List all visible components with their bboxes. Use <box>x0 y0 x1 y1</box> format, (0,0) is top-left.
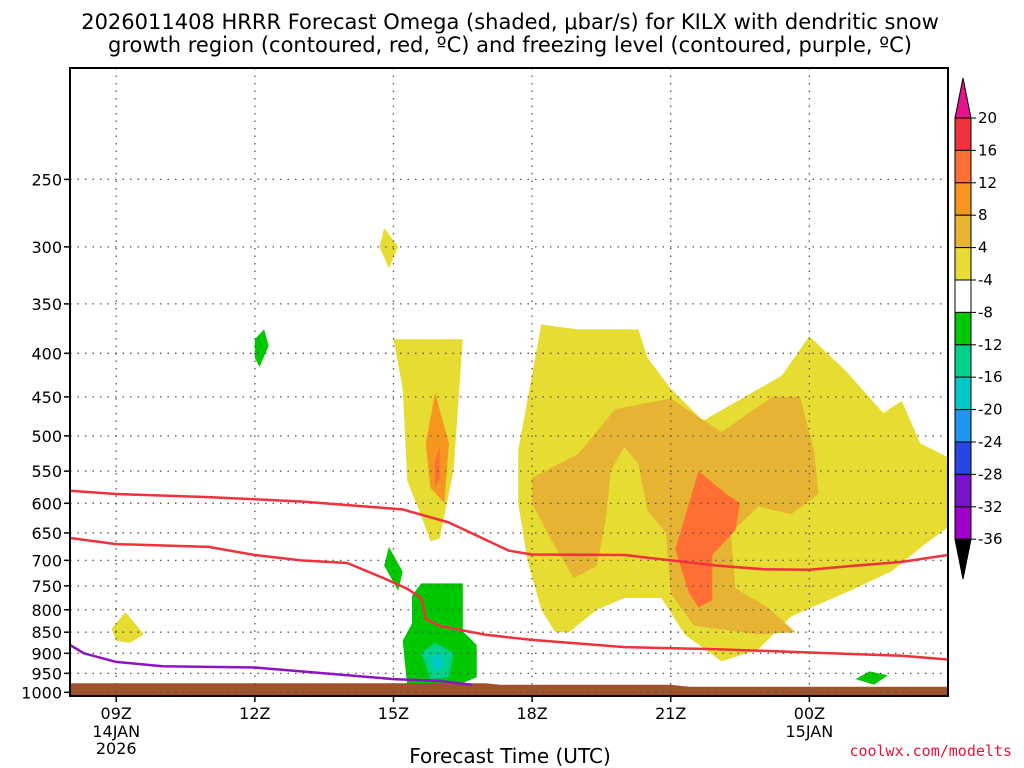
colorbar-swatch-6 <box>954 311 972 346</box>
omega-region-2 <box>111 612 144 643</box>
xtick-label-18Z: 18Z <box>516 704 547 723</box>
colorbar-label-16: 16 <box>978 141 997 159</box>
ytick-label-550: 550 <box>31 462 62 481</box>
ytick-label-950: 950 <box>31 664 62 683</box>
colorbar-bottom-arrow <box>954 538 972 580</box>
colorbar-label-8: 8 <box>978 206 988 224</box>
omega-shading-layer <box>111 227 948 689</box>
omega-region-13 <box>532 396 819 635</box>
ytick-label-600: 600 <box>31 494 62 513</box>
omega-region-3 <box>254 329 269 367</box>
pressure-axis: 250 300 350 400 450 500 550 600 650 700 750 800 850 9… <box>21 170 70 702</box>
plot-frame <box>69 67 949 697</box>
ytick-label-800: 800 <box>31 601 62 620</box>
omega-region-4 <box>384 546 403 591</box>
colorbar-label--36: -36 <box>978 530 1003 548</box>
x-axis-label: Forecast Time (UTC) <box>409 744 611 768</box>
contour-lines-layer <box>70 489 948 687</box>
xtick-label-15Z: 15Z <box>378 704 409 723</box>
ytick-label-500: 500 <box>31 427 62 446</box>
colorbar-label--16: -16 <box>978 368 1003 386</box>
colorbar-label--4: -4 <box>978 271 993 289</box>
ground-surface <box>70 683 948 696</box>
ytick-label-1000: 1000 <box>21 683 62 702</box>
ytick-label-450: 450 <box>31 388 62 407</box>
colorbar-label--12: -12 <box>978 336 1003 354</box>
colorbar-swatch-10 <box>954 441 972 475</box>
xtick-label-21Z: 21Z <box>655 704 686 723</box>
ytick-label-650: 650 <box>31 524 62 543</box>
freezing-level-contour <box>70 643 473 687</box>
omega-region-10 <box>425 392 449 504</box>
chart-title-line-2: growth region (contoured, red, ºC) and f… <box>108 33 912 57</box>
ytick-label-300: 300 <box>31 238 62 257</box>
colorbar-label--24: -24 <box>978 433 1003 451</box>
credit-link[interactable]: coolwx.com/modelts <box>849 742 1012 760</box>
omega-region-5 <box>855 671 888 685</box>
ytick-label-250: 250 <box>31 170 62 189</box>
colorbar-swatch-11 <box>954 473 972 508</box>
colorbar: 20 16 12 8 4 -4 -8 -12 -16 -20 -24 -28 -32 -36 <box>954 77 1003 580</box>
colorbar-label--8: -8 <box>978 303 993 321</box>
ground-layer <box>70 683 948 696</box>
ytick-label-400: 400 <box>31 344 62 363</box>
omega-region-8 <box>430 652 445 672</box>
colorbar-swatch-1 <box>954 149 972 184</box>
omega-region-14 <box>675 471 741 608</box>
xtick-sublabel-14JAN: 14JAN <box>92 722 140 741</box>
colorbar-label--32: -32 <box>978 498 1003 516</box>
ytick-label-700: 700 <box>31 551 62 570</box>
dgz-upper-contour <box>70 489 948 571</box>
omega-region-11 <box>435 446 440 488</box>
colorbar-swatch-9 <box>954 409 972 443</box>
xtick-sublabel-15JAN: 15JAN <box>786 722 834 741</box>
colorbar-label--28: -28 <box>978 465 1003 483</box>
dgz-lower-contour <box>70 536 948 661</box>
colorbar-swatch-5 <box>954 279 972 313</box>
colorbar-swatch-4 <box>954 247 972 281</box>
xtick-label-12Z: 12Z <box>239 704 270 723</box>
colorbar-label-12: 12 <box>978 174 997 192</box>
ytick-label-350: 350 <box>31 295 62 314</box>
colorbar-label-20: 20 <box>978 109 997 127</box>
chart-title-line-1: 2026011408 HRRR Forecast Omega (shaded, … <box>81 10 939 34</box>
colorbar-swatch-0 <box>954 117 972 151</box>
ytick-label-750: 750 <box>31 577 62 596</box>
omega-region-1 <box>379 227 399 269</box>
ytick-label-850: 850 <box>31 623 62 642</box>
colorbar-label-4: 4 <box>978 239 988 257</box>
colorbar-swatch-2 <box>954 182 972 216</box>
xtick-label-09Z: 09Z <box>101 704 132 723</box>
ytick-label-900: 900 <box>31 644 62 663</box>
colorbar-swatch-7 <box>954 344 972 378</box>
xtick-label-00Z: 00Z <box>794 704 825 723</box>
colorbar-label--20: -20 <box>978 401 1003 419</box>
colorbar-swatch-3 <box>954 214 972 249</box>
omega-region-6 <box>402 583 477 689</box>
colorbar-swatch-12 <box>954 506 972 540</box>
xtick-sublabel-2026: 2026 <box>96 739 137 758</box>
colorbar-top-arrow <box>954 77 972 119</box>
colorbar-swatch-8 <box>954 376 972 411</box>
